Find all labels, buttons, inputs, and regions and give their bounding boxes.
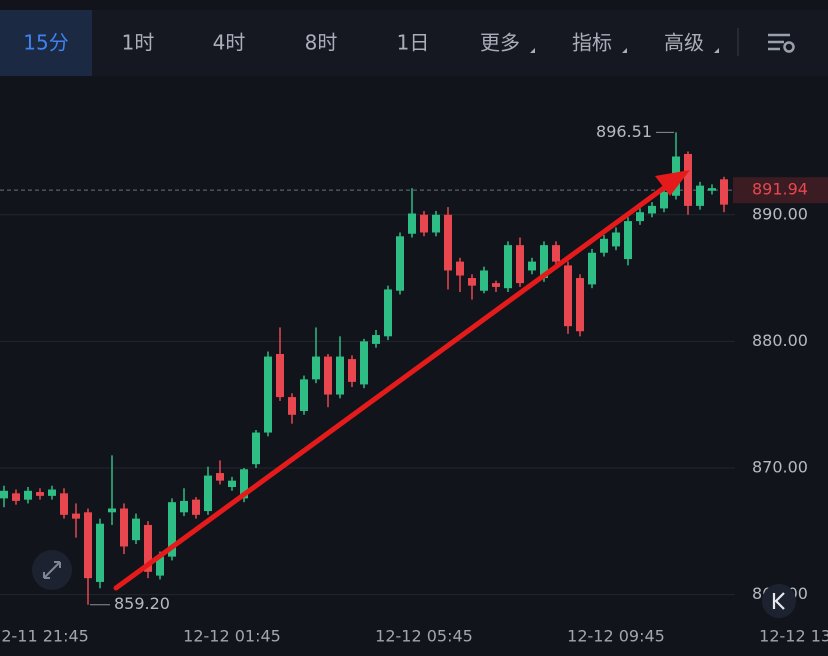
x-tick-label: 12-12 01:45 [183, 627, 281, 646]
candle-body [696, 185, 704, 206]
candle-body [168, 502, 176, 557]
candle-body [144, 524, 152, 572]
candle-body [456, 261, 464, 276]
candle-body [276, 354, 284, 398]
dropdown-indicator [714, 48, 719, 53]
x-tick-label: 12-12 05:45 [375, 627, 473, 646]
candle-body [60, 493, 68, 515]
last-price-label: 891.94 [752, 180, 808, 199]
candle-body [444, 214, 452, 271]
x-tick-label: 12-11 21:45 [0, 627, 89, 646]
active-tab [0, 10, 92, 76]
candle-body [492, 283, 500, 287]
candle-body [576, 278, 584, 332]
candle-body [84, 512, 92, 579]
candle-body [48, 489, 56, 496]
tab[interactable]: 更多 [480, 31, 520, 55]
x-tick-label: 12-12 09:45 [567, 627, 665, 646]
candle-body [288, 397, 296, 415]
candle-body [360, 341, 368, 385]
candle-body [312, 356, 320, 380]
scroll-latest-button[interactable] [762, 584, 796, 618]
candle-body [336, 356, 344, 395]
candle-body [528, 261, 536, 271]
candle-body [24, 490, 32, 500]
candle-body [708, 188, 716, 191]
candle-body [216, 473, 224, 481]
tab[interactable]: 1时 [122, 31, 155, 55]
candle-body [600, 238, 608, 253]
tab[interactable]: 15分 [23, 31, 68, 55]
candle-body [408, 213, 416, 234]
candle-body [420, 214, 428, 233]
candle-body [612, 232, 620, 247]
dropdown-indicator [622, 48, 627, 53]
tab[interactable]: 4时 [213, 31, 246, 55]
candle-body [96, 523, 104, 582]
candle-body [120, 508, 128, 547]
tab[interactable]: 1日 [397, 31, 430, 55]
x-tick-label: 12-12 13:45 [759, 627, 828, 646]
candle-body [552, 245, 560, 262]
candle-body [384, 289, 392, 337]
candle-body [228, 480, 236, 487]
candle-body [156, 556, 164, 576]
trend-arrow [113, 170, 690, 591]
candle-body [660, 191, 668, 209]
tab[interactable]: 高级 [664, 31, 704, 55]
candle-body [636, 212, 644, 222]
settings-icon[interactable] [768, 33, 795, 53]
candle-body [504, 245, 512, 289]
candle-body [564, 265, 572, 327]
y-tick-label: 880.00 [752, 331, 808, 350]
tab[interactable]: 8时 [305, 31, 338, 55]
last-price-box [733, 177, 828, 204]
candle-body [348, 359, 356, 382]
toolbar [0, 10, 828, 76]
candle-body [648, 205, 656, 214]
candle-body [132, 518, 140, 541]
annotation-label: 896.51 [596, 122, 652, 141]
candle-body [324, 356, 332, 395]
candle-body [204, 475, 212, 512]
candle-body [720, 179, 728, 205]
candle-body [480, 270, 488, 291]
candle-body [372, 335, 380, 344]
dropdown-indicator [530, 48, 535, 53]
candle-body [180, 500, 188, 513]
candle-body [624, 221, 632, 260]
candle-body [240, 469, 248, 499]
candle-body [588, 252, 596, 285]
expand-button[interactable] [32, 550, 72, 590]
candle-body [540, 245, 548, 279]
candle-body [12, 493, 20, 501]
candle-body [684, 153, 692, 206]
annotation-label: 859.20 [114, 594, 170, 613]
candle-body [0, 490, 8, 499]
y-tick-label: 870.00 [752, 457, 808, 476]
candle-body [516, 245, 524, 284]
candle-body [72, 513, 80, 519]
candle-body [396, 236, 404, 291]
candle-body [252, 432, 260, 465]
candle-body [264, 356, 272, 433]
candle-body [108, 508, 116, 513]
tab-bar: 15分 1时 4时 8时 1日 更多 指标 高级 [0, 10, 719, 76]
candle-body [432, 214, 440, 233]
y-tick-label: 890.00 [752, 204, 808, 223]
tab[interactable]: 指标 [572, 31, 612, 55]
candle-body [468, 278, 476, 286]
candle-body [192, 499, 200, 515]
candle-body [300, 379, 308, 412]
candle-body [36, 492, 44, 496]
